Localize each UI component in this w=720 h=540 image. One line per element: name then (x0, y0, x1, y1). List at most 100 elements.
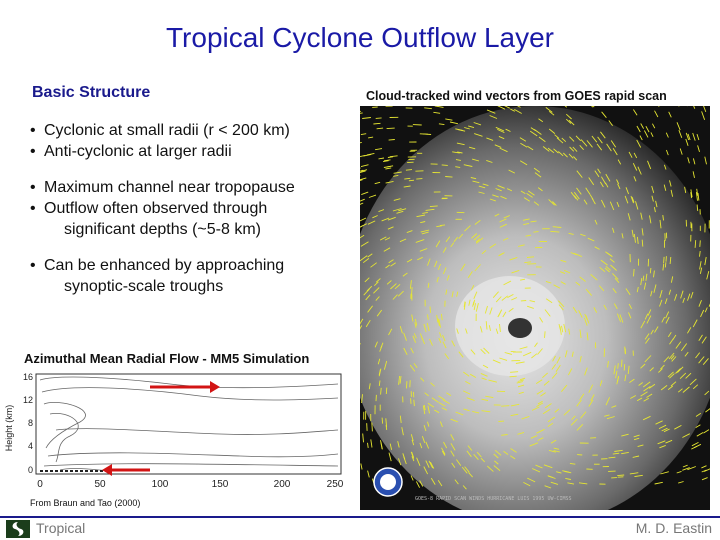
wind-vector (497, 106, 506, 110)
bullet-text: Cyclonic at small radii (r < 200 km) (44, 122, 290, 139)
wind-vector (442, 341, 447, 349)
wind-vector (687, 293, 691, 301)
wind-vector (575, 281, 581, 286)
wind-vector (669, 180, 672, 187)
wind-vector (678, 129, 683, 138)
wind-vector (576, 423, 584, 431)
wind-vector (393, 174, 399, 177)
wind-vector (416, 457, 421, 466)
wind-vector (403, 185, 411, 188)
wind-vector (427, 314, 429, 320)
wind-vector (529, 130, 538, 137)
wind-vector (422, 211, 428, 214)
wind-vector (509, 375, 517, 378)
wind-vector (665, 132, 669, 138)
wind-vector (374, 181, 381, 185)
wind-vector (668, 352, 675, 360)
wind-vector (642, 381, 651, 388)
wind-vector (701, 336, 707, 344)
wind-vector (535, 464, 543, 469)
wind-vector (692, 384, 699, 390)
wind-vector (644, 130, 649, 138)
wind-vector (613, 365, 616, 375)
wind-vector (585, 187, 591, 195)
wind-vector (544, 485, 552, 489)
wind-vector (376, 127, 384, 130)
wind-vector (624, 346, 626, 354)
wind-vector (647, 309, 652, 316)
wind-vector (573, 195, 579, 201)
hurricane-eye (508, 318, 532, 338)
bullet-list: Cyclonic at small radii (r < 200 km) Ant… (30, 120, 370, 312)
wind-vector (687, 133, 691, 141)
wind-vector (398, 375, 401, 385)
wind-vector (625, 288, 631, 296)
wind-vector (631, 229, 634, 238)
wind-vector (535, 379, 543, 384)
wind-vector (387, 216, 396, 221)
wind-vector (366, 152, 375, 156)
wind-vector (619, 314, 624, 323)
wind-vector (644, 313, 649, 320)
wind-vector (388, 328, 393, 336)
wind-vector (547, 416, 556, 423)
wind-vector (385, 387, 388, 395)
wind-vector (383, 360, 388, 370)
wind-vector (399, 325, 403, 334)
wind-vector (419, 480, 424, 487)
wind-vector (651, 185, 655, 194)
wind-vector (443, 441, 448, 449)
wind-vector (417, 256, 423, 261)
wind-vector (463, 408, 470, 412)
wind-vector (380, 342, 384, 349)
wind-vector (414, 318, 418, 326)
wind-vector (471, 233, 478, 239)
wind-vector (362, 258, 370, 264)
wind-vector (465, 381, 471, 385)
wind-vector (450, 443, 456, 451)
contour-lines (39, 376, 339, 472)
wind-vector (455, 411, 464, 416)
wind-vector (610, 264, 617, 271)
wind-vector (533, 231, 539, 233)
wind-vector (675, 341, 682, 349)
wind-vector (532, 468, 541, 473)
wind-vector (393, 198, 401, 201)
wind-vector (360, 169, 364, 172)
wind-vector (378, 157, 385, 160)
wind-vector (503, 237, 509, 241)
wind-vector (644, 333, 650, 340)
wind-vector (419, 333, 424, 341)
wind-vector (367, 470, 370, 478)
wind-vector (398, 208, 407, 212)
wind-vector (463, 301, 466, 307)
wind-vector (519, 160, 528, 166)
wind-vector (529, 442, 539, 447)
wind-vectors (360, 106, 710, 490)
wind-vector (538, 118, 544, 123)
wind-vector (398, 458, 402, 466)
wind-vector (697, 193, 700, 201)
wind-vector (579, 145, 584, 150)
wind-vector (680, 290, 684, 299)
wind-vector (558, 304, 564, 311)
wind-vector (663, 356, 670, 363)
wind-vector (429, 205, 438, 208)
wind-vector (494, 460, 499, 465)
wind-vector (650, 329, 654, 335)
wind-vector (450, 434, 455, 441)
wind-vector (616, 313, 622, 323)
wind-vector (394, 283, 401, 290)
wind-vector (536, 402, 544, 407)
wind-vector (385, 180, 394, 184)
wind-vector (548, 128, 556, 134)
wind-vector (510, 371, 519, 373)
wind-vector (510, 455, 516, 460)
wind-vector (580, 139, 588, 147)
wind-vector (665, 149, 669, 156)
wind-vector (544, 403, 552, 409)
wind-vector (628, 312, 632, 319)
wind-vector (701, 477, 708, 481)
wind-vector (442, 399, 450, 404)
wind-vector (396, 210, 404, 214)
